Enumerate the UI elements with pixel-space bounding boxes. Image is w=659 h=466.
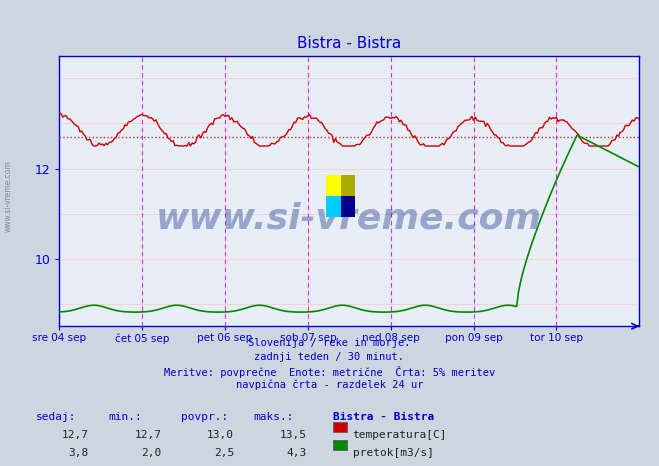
Text: zadnji teden / 30 minut.: zadnji teden / 30 minut. xyxy=(254,352,405,362)
Text: 12,7: 12,7 xyxy=(62,430,89,440)
Text: 4,3: 4,3 xyxy=(286,448,306,458)
Text: temperatura[C]: temperatura[C] xyxy=(353,430,447,440)
Text: www.si-vreme.com: www.si-vreme.com xyxy=(3,160,13,232)
Text: pretok[m3/s]: pretok[m3/s] xyxy=(353,448,434,458)
Text: Meritve: povprečne  Enote: metrične  Črta: 5% meritev: Meritve: povprečne Enote: metrične Črta:… xyxy=(164,366,495,378)
Text: 3,8: 3,8 xyxy=(69,448,89,458)
Text: min.:: min.: xyxy=(109,412,142,422)
Title: Bistra - Bistra: Bistra - Bistra xyxy=(297,35,401,51)
Text: 13,0: 13,0 xyxy=(207,430,234,440)
Text: Slovenija / reke in morje.: Slovenija / reke in morje. xyxy=(248,338,411,348)
Text: sedaj:: sedaj: xyxy=(36,412,76,422)
Text: 2,5: 2,5 xyxy=(214,448,234,458)
Text: 13,5: 13,5 xyxy=(279,430,306,440)
Text: www.si-vreme.com: www.si-vreme.com xyxy=(156,201,542,235)
Text: maks.:: maks.: xyxy=(254,412,294,422)
Text: navpična črta - razdelek 24 ur: navpična črta - razdelek 24 ur xyxy=(236,380,423,391)
Text: 12,7: 12,7 xyxy=(134,430,161,440)
Text: 2,0: 2,0 xyxy=(141,448,161,458)
Text: Bistra - Bistra: Bistra - Bistra xyxy=(333,412,434,422)
Text: povpr.:: povpr.: xyxy=(181,412,229,422)
